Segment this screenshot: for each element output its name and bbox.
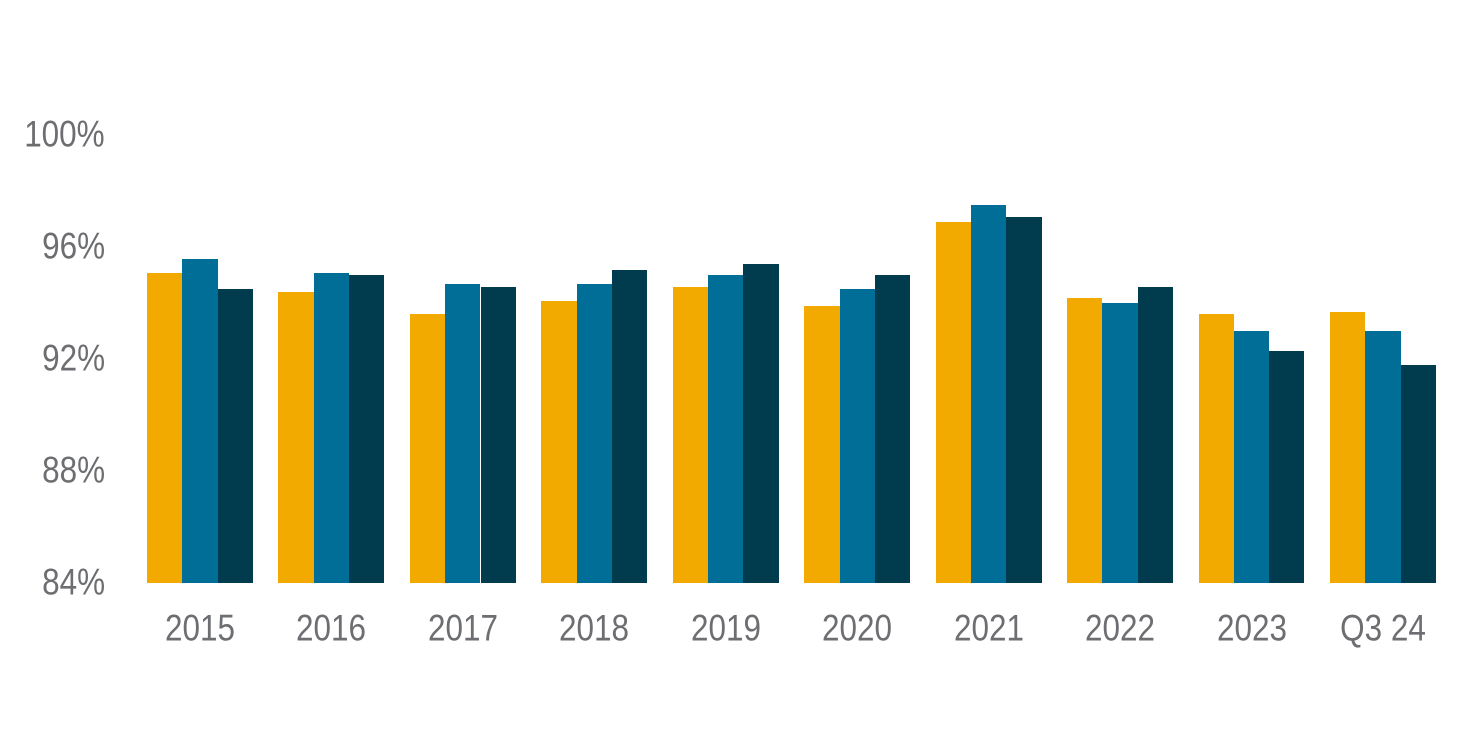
bar-2018-series-teal <box>576 283 612 583</box>
bar-2022-series-dark-teal <box>1137 286 1174 583</box>
x-axis-category-label: 2015 <box>164 607 235 649</box>
x-axis-category-label: 2016 <box>296 607 367 649</box>
y-axis-tick-label: 88% <box>42 449 105 491</box>
bar-2015-series-teal <box>182 258 218 583</box>
x-axis-category-label: 2021 <box>953 607 1024 649</box>
bar-2017-series-dark-teal <box>480 286 516 583</box>
bar-q3-24-series-dark-teal <box>1400 364 1436 583</box>
x-axis-category-label: Q3 24 <box>1340 607 1426 649</box>
bar-2020-series-orange <box>804 306 840 583</box>
bar-2022-series-teal <box>1102 303 1138 583</box>
x-axis-category-label: 2017 <box>427 607 498 649</box>
x-axis-category-label: 2019 <box>690 607 761 649</box>
bar-2020-series-dark-teal <box>874 275 911 583</box>
bar-2022-series-orange <box>1067 297 1103 583</box>
bar-2019-series-orange <box>672 286 709 583</box>
y-axis-tick-label: 100% <box>24 113 105 155</box>
bar-2021-series-orange <box>935 222 971 583</box>
bar-2023-series-orange <box>1198 314 1234 583</box>
bar-2016-series-orange <box>278 292 314 583</box>
bar-q3-24-series-orange <box>1330 311 1366 583</box>
bar-2023-series-teal <box>1233 331 1270 583</box>
bar-2015-series-dark-teal <box>217 289 253 583</box>
bar-2021-series-dark-teal <box>1006 216 1042 583</box>
x-axis-category-label: 2023 <box>1216 607 1287 649</box>
bar-2017-series-orange <box>409 314 446 583</box>
x-axis-category-label: 2018 <box>559 607 630 649</box>
y-axis-tick-label: 84% <box>42 561 105 602</box>
bar-2019-series-teal <box>708 275 744 583</box>
bar-2023-series-dark-teal <box>1269 350 1305 583</box>
bar-2016-series-teal <box>313 272 350 583</box>
bar-2018-series-orange <box>541 300 577 583</box>
y-axis-tick-label: 96% <box>42 225 105 267</box>
bar-2017-series-teal <box>445 283 481 583</box>
bar-2019-series-dark-teal <box>743 264 779 583</box>
bar-2015-series-orange <box>147 272 183 583</box>
x-axis-category-label: 2022 <box>1085 607 1156 649</box>
x-axis-category-label: 2020 <box>822 607 893 649</box>
bar-2020-series-teal <box>839 289 875 583</box>
y-axis-tick-label: 92% <box>42 337 105 379</box>
bar-q3-24-series-teal <box>1365 331 1401 583</box>
bar-2021-series-teal <box>971 205 1007 583</box>
bar-2016-series-dark-teal <box>349 275 385 583</box>
bar-2018-series-dark-teal <box>611 269 648 583</box>
